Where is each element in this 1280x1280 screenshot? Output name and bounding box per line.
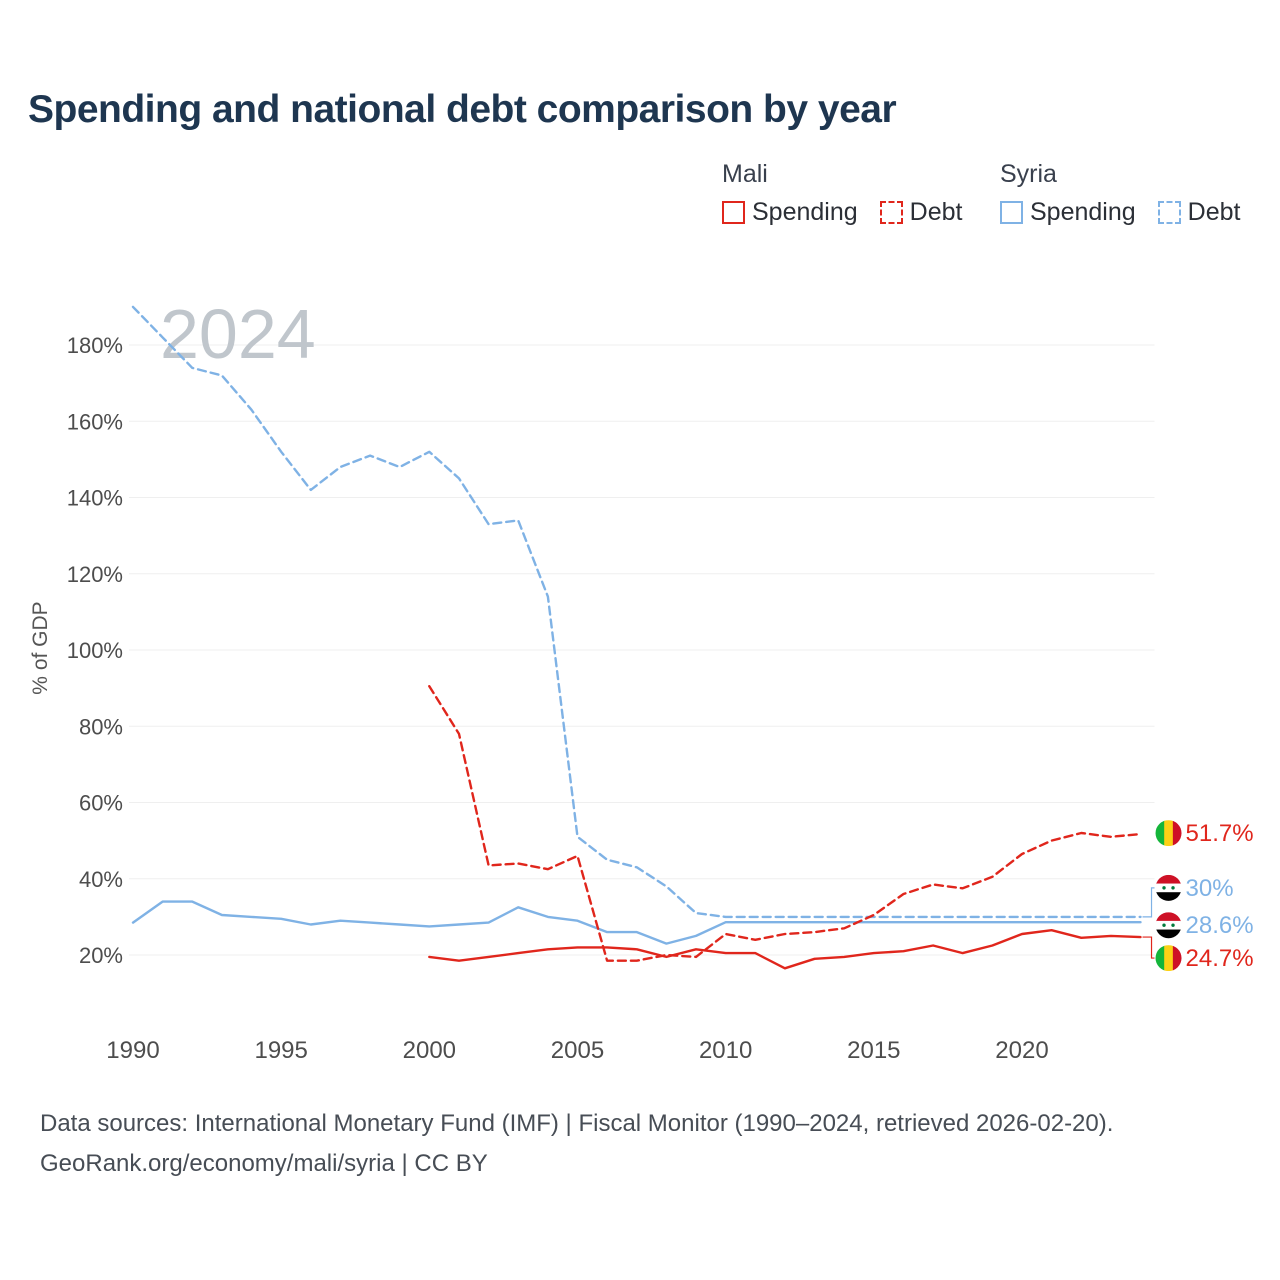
flag-mali-icon <box>1155 945 1182 972</box>
footer-attribution: GeoRank.org/economy/mali/syria | CC BY <box>40 1150 488 1177</box>
x-tick-label: 2005 <box>551 1037 604 1064</box>
x-tick-label: 2020 <box>995 1037 1048 1064</box>
y-tick-label: 160% <box>67 409 123 434</box>
y-tick-label: 60% <box>79 791 123 816</box>
legend-label-syria-spending: Spending <box>1030 198 1136 226</box>
legend-swatch-syria-debt-icon <box>1157 201 1181 224</box>
x-tick-label: 2000 <box>403 1037 456 1064</box>
chart-footer: Data sources: International Monetary Fun… <box>40 1104 1113 1184</box>
legend-swatch-mali-debt-icon <box>879 201 903 224</box>
x-tick-label: 1995 <box>254 1037 307 1064</box>
series-line-syria-debt <box>131 305 1142 919</box>
legend-item-mali-debt: Debt <box>879 198 963 227</box>
y-tick-label: 40% <box>79 867 123 892</box>
x-tick-label: 1990 <box>106 1037 159 1064</box>
legend-item-mali-spending: Spending <box>722 198 858 227</box>
y-tick-label: 100% <box>67 638 123 663</box>
page-title: Spending and national debt comparison by… <box>28 88 897 131</box>
y-tick-label: 120% <box>67 562 123 587</box>
y-axis-label: % of GDP <box>29 601 52 694</box>
footer-data-sources: Data sources: International Monetary Fun… <box>40 1110 1114 1137</box>
legend-country-mali: Mali <box>722 160 768 188</box>
flag-mali-icon <box>1155 820 1182 847</box>
x-tick-label: 2015 <box>847 1037 900 1064</box>
y-tick-label: 140% <box>67 486 123 511</box>
x-tick-label: 2010 <box>699 1037 752 1064</box>
series-line-syria-spending <box>131 900 1142 945</box>
legend-label-mali-spending: Spending <box>752 198 858 226</box>
legend-group-syria: Syria Spending Debt <box>1000 160 1240 227</box>
y-tick-label: 180% <box>67 333 123 358</box>
watermark-year: 2024 <box>160 295 316 373</box>
legend-country-syria: Syria <box>1000 160 1057 188</box>
y-tick-label: 20% <box>79 943 123 968</box>
flag-syria-icon <box>1155 912 1182 939</box>
legend-group-mali: Mali Spending Debt <box>722 160 962 227</box>
y-tick-label: 80% <box>79 714 123 739</box>
legend-swatch-syria-spending-icon <box>1000 201 1023 224</box>
flag-syria-icon <box>1155 874 1182 901</box>
end-label-mali-debt: 51.7% <box>1186 820 1254 847</box>
end-label-mali-spending: 24.7% <box>1186 945 1254 972</box>
legend-label-syria-debt: Debt <box>1187 198 1241 226</box>
legend-item-syria-debt: Debt <box>1157 198 1241 227</box>
end-label-leader <box>1142 936 1155 959</box>
legend-swatch-mali-spending-icon <box>722 201 745 224</box>
end-label-syria-spending: 28.6% <box>1186 912 1254 939</box>
legend-label-mali-debt: Debt <box>909 198 963 226</box>
series-line-mali-spending <box>428 929 1142 970</box>
legend-item-syria-spending: Spending <box>1000 198 1136 227</box>
end-label-leader <box>1142 887 1155 918</box>
series-line-mali-debt <box>428 685 1142 962</box>
end-label-syria-debt: 30% <box>1186 875 1234 902</box>
